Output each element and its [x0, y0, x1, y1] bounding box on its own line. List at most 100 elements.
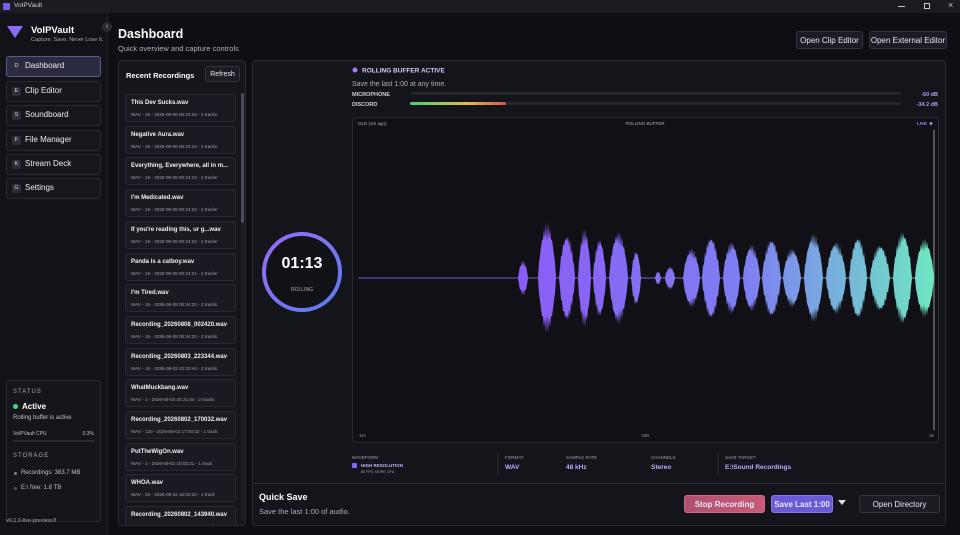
quick-save-divider — [253, 483, 945, 484]
recording-name: Everything, Everywhere, all in m... — [131, 163, 229, 170]
recording-item[interactable]: I'm Tired.wav WAV - 15 - 2026-08-08 00:24… — [125, 284, 236, 313]
recordings-size: Recordings: 383.7 MB — [21, 470, 81, 476]
open-directory-button[interactable]: Open Directory — [859, 495, 940, 513]
recording-name: Recording_20260803_223344.wav — [131, 353, 228, 360]
open-external-editor-button[interactable]: Open External Editor — [869, 31, 947, 49]
recording-meta: WAV - 15 - 2026-08-08 00:24:22 - 2 track… — [131, 238, 218, 244]
recording-item[interactable]: This Dev Sucks.wav WAV - 15 - 2026-08-08 … — [125, 94, 236, 122]
recording-meta: WAV - 15 - 2026-08-08 00:24:20 - 2 track… — [131, 333, 218, 339]
recording-meta: WAV - 15 - 2026-08-02 14:39:40 - 1 track — [131, 524, 215, 525]
refresh-button[interactable]: Refresh — [205, 66, 240, 82]
stop-recording-button[interactable]: Stop Recording — [684, 495, 765, 513]
app-tagline: Capture. Save. Never Lose It. — [31, 37, 104, 43]
recording-name: Recording_20260802_170032.wav — [131, 417, 228, 423]
recording-meta: WAV - 3 - 2026-08-02 15:03:31 - 1 track — [131, 460, 213, 466]
recording-name: If you're reading this, ur g...wav — [131, 226, 221, 233]
recording-name: Panda is a catboy.wav — [131, 258, 195, 265]
nav-item[interactable]: E Clip Editor — [6, 81, 101, 102]
window-title: VoIPVault — [14, 2, 43, 9]
recording-item[interactable]: Panda is a catboy.wav WAV - 15 - 2026-08-… — [125, 252, 236, 281]
open-clip-editor-button[interactable]: Open Clip Editor — [796, 31, 863, 49]
scrollbar — [241, 93, 244, 521]
nav-label: Clip Editor — [25, 86, 62, 95]
free-space: E:\ free: 1.8 TB — [21, 485, 62, 491]
status-detail: Rolling buffer is active — [13, 415, 72, 421]
nav-item[interactable]: K Stream Deck — [6, 154, 101, 175]
close-button[interactable]: × — [948, 0, 954, 10]
page-subtitle: Quick overview and capture controls — [118, 44, 239, 53]
nav-item[interactable]: D Dashboard — [6, 56, 101, 77]
recording-name: WhatMuckbang.wav — [131, 385, 189, 392]
status-heading: STATUS — [13, 389, 42, 395]
scrollbar-thumb[interactable] — [241, 93, 244, 223]
recording-item[interactable]: WhatMuckbang.wav WAV - 3 - 2026-08-03 20:… — [125, 379, 236, 408]
quick-save-title: Quick Save — [259, 492, 308, 502]
recording-meta: WAV - 15 - 2026-08-08 00:24:20 - 2 track… — [131, 302, 218, 308]
app-logo — [7, 26, 23, 38]
recording-item[interactable]: If you're reading this, ur g...wav WAV - … — [125, 220, 236, 249]
maximize-button[interactable] — [924, 3, 930, 9]
recording-meta: WAV - 120 - 2026-08-02 17:00:32 - 1 trac… — [131, 429, 218, 434]
nav-label: File Manager — [25, 135, 72, 144]
nav-key: E — [12, 87, 21, 96]
recording-name: Negative Aura.wav — [131, 131, 185, 138]
recording-name: I'm Medicated.wav — [131, 195, 184, 202]
recordings-dot — [14, 472, 17, 475]
recording-meta: WAV - 3 - 2026-08-03 20:21:54 - 2 tracks — [131, 397, 215, 403]
recording-meta: WAV - 15 - 2026-08-08 00:24:21 - 2 track… — [131, 270, 218, 276]
cpu-bar — [13, 440, 94, 442]
recording-item[interactable]: Recording_20260802_143940.wav WAV - 15 - … — [125, 506, 236, 525]
free-dot — [14, 487, 17, 490]
recent-title: Recent Recordings — [126, 71, 195, 80]
recording-name: I'm Tired.wav — [131, 290, 169, 297]
title-bar — [0, 0, 960, 13]
collapse-button[interactable]: ‹ — [102, 22, 112, 32]
recording-meta: WAV - 15 - 2026-08-08 00:24:25 - 2 track… — [131, 112, 218, 117]
cpu-value: 0.3% — [82, 431, 94, 437]
recent-panel: Recent Recordings Refresh This Dev Sucks.w… — [118, 60, 246, 526]
version: v0.1.0-live-preview.8 — [6, 518, 57, 524]
nav-label: Settings — [25, 183, 54, 192]
recording-name: WHOA.wav — [131, 480, 164, 487]
status-state: Active — [22, 402, 47, 411]
nav-key: K — [12, 160, 21, 169]
nav-label: Soundboard — [25, 110, 69, 119]
nav-key: G — [12, 184, 21, 193]
nav-item[interactable]: S Soundboard — [6, 105, 101, 126]
recording-meta: WAV - 15 - 2026-08-02 15:02:20 - 1 track — [131, 492, 215, 498]
recording-item[interactable]: PutTheWigOn.wav WAV - 3 - 2026-08-02 15:0… — [125, 442, 236, 471]
page-title: Dashboard — [118, 27, 184, 41]
minimize-button[interactable] — [898, 6, 905, 7]
status-panel: STATUS Active Rolling buffer is active VoIP… — [6, 380, 101, 522]
recording-name: Recording_20260802_143940.wav — [131, 512, 228, 519]
buffer-panel — [252, 60, 946, 526]
status-dot — [13, 404, 18, 409]
recording-item[interactable]: Recording_20260808_002420.wav WAV - 15 - … — [125, 315, 236, 344]
window-icon — [3, 3, 10, 10]
quick-save-subtitle: Save the last 1:00 of audio. — [259, 507, 350, 516]
nav-label: Dashboard — [25, 61, 65, 70]
app-name: VoIPVault — [31, 25, 75, 36]
recording-name: This Dev Sucks.wav — [131, 100, 189, 106]
nav-key: D — [12, 62, 21, 71]
recording-item[interactable]: WHOA.wav WAV - 15 - 2026-08-02 15:02:20 -… — [125, 474, 236, 503]
nav-label: Stream Deck — [25, 159, 72, 168]
recording-meta: WAV - 15 - 2026-08-08 00:24:23 - 2 track… — [131, 175, 218, 181]
save-last-button[interactable]: Save Last 1:00 — [771, 495, 833, 513]
nav-item[interactable]: F File Manager — [6, 130, 101, 151]
storage-heading: STORAGE — [13, 453, 50, 459]
save-options-dropdown[interactable] — [838, 500, 846, 505]
recording-item[interactable]: Recording_20260803_223344.wav WAV - 10 - … — [125, 347, 236, 376]
recording-meta: WAV - 10 - 2026-08-03 22:33:44 - 2 track… — [131, 365, 218, 371]
recording-item[interactable]: I'm Medicated.wav WAV - 15 - 2026-08-08 0… — [125, 189, 236, 218]
nav-key: F — [12, 136, 21, 145]
recording-meta: WAV - 15 - 2026-08-08 00:24:23 - 2 track… — [131, 143, 218, 149]
recording-meta: WAV - 15 - 2026-08-08 00:24:22 - 2 track… — [131, 207, 218, 213]
recording-name: PutTheWigOn.wav — [131, 448, 184, 455]
recording-item[interactable]: Negative Aura.wav WAV - 15 - 2026-08-08 0… — [125, 125, 236, 154]
nav-item[interactable]: G Settings — [6, 178, 101, 199]
cpu-label: VoIPVault CPU — [13, 431, 47, 437]
recording-item[interactable]: Recording_20260802_170032.wav WAV - 120 -… — [125, 411, 236, 439]
recording-item[interactable]: Everything, Everywhere, all in m... WAV -… — [125, 157, 236, 186]
